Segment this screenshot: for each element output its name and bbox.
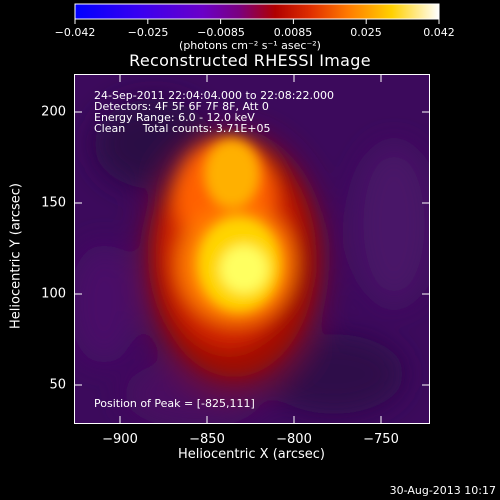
y-tick-label: 50	[49, 377, 66, 393]
y-tick-label: 100	[41, 286, 66, 302]
colorbar-units: (photons cm⁻² s⁻¹ asec⁻²)	[179, 39, 321, 52]
clean-counts-annotation: Clean Total counts: 3.71E+05	[94, 122, 271, 135]
x-tick-label: −850	[189, 432, 225, 447]
peak-position-annotation: Position of Peak = [-825,111]	[94, 397, 255, 410]
x-axis-label: Heliocentric X (arcsec)	[178, 447, 325, 462]
colorbar-tick-label: 0.025	[350, 26, 382, 39]
colorbar	[74, 3, 440, 24]
y-axis-label: Heliocentric Y (arcsec)	[8, 183, 24, 329]
time-range-annotation: 24-Sep-2011 22:04:04.000 to 22:08:22.000	[94, 89, 334, 102]
colorbar-tick-label: −0.025	[127, 26, 169, 39]
plot-title: Reconstructed RHESSI Image	[129, 51, 371, 70]
y-tick-label: 150	[41, 195, 66, 211]
detectors-annotation: Detectors: 4F 5F 6F 7F 8F, Att 0	[94, 100, 269, 113]
y-tick-label: 200	[41, 104, 66, 120]
rhessi-image	[74, 74, 430, 424]
colorbar-tick-label: 0.042	[423, 26, 455, 39]
colorbar-tick-label: 0.0085	[273, 26, 313, 39]
x-tick-label: −750	[363, 432, 399, 447]
x-tick-label: −900	[102, 432, 138, 447]
energy-range-annotation: Energy Range: 6.0 - 12.0 keV	[94, 111, 255, 124]
colorbar-tick-label: −0.042	[54, 26, 96, 39]
timestamp-footer: 30-Aug-2013 10:17	[389, 484, 496, 497]
colorbar-tick-label: −0.0085	[197, 26, 245, 39]
x-tick-label: −800	[276, 432, 312, 447]
